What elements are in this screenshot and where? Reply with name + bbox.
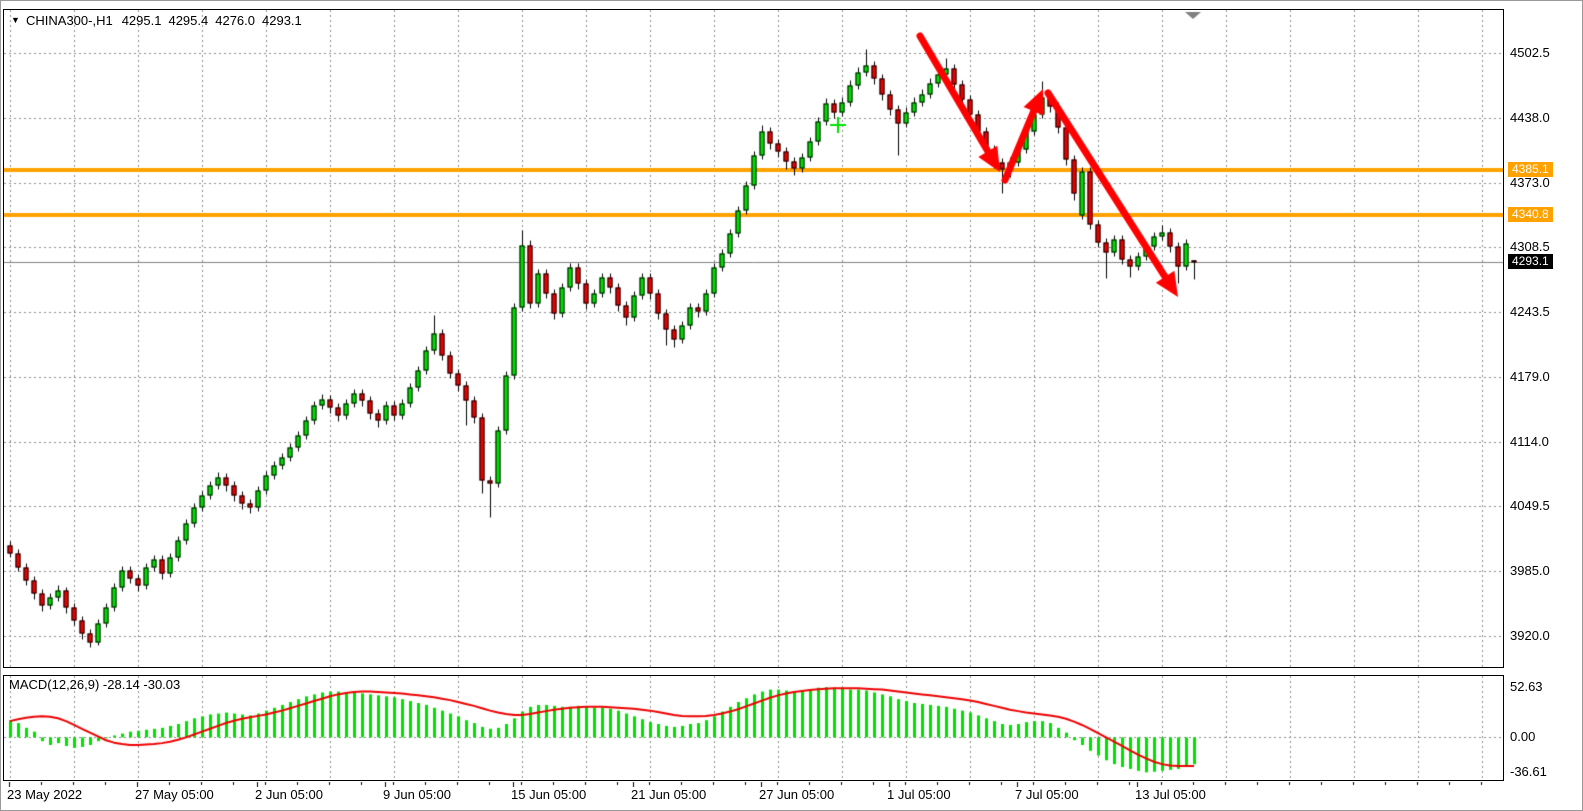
price-tick-label: 4373.0 [1510, 175, 1550, 190]
time-axis-ticks [3, 782, 1502, 787]
last-price-tag: 4293.1 [1508, 254, 1553, 269]
time-tick-label: 7 Jul 05:00 [1015, 787, 1079, 802]
price-tick-label: 4308.5 [1510, 239, 1550, 254]
macd-tick-label: 0.00 [1510, 729, 1536, 744]
time-axis[interactable]: 23 May 2022 27 May 05:00 2 Jun 05:00 9 Jun … [3, 782, 1504, 808]
main-chart-panel: ▼ CHINA300-,H1 4295.1 4295.4 4276.0 4293.1 [3, 9, 1504, 668]
macd-indicator-panel: MACD(12,26,9) -28.14 -30.03 [3, 675, 1504, 781]
close-value: 4293.1 [262, 13, 302, 28]
symbol-dropdown-icon[interactable]: ▼ [11, 15, 20, 25]
price-tick-label: 4243.5 [1510, 304, 1550, 319]
macd-indicator-label: MACD(12,26,9) -28.14 -30.03 [9, 677, 181, 692]
low-value: 4276.0 [215, 13, 255, 28]
time-tick-label: 27 May 05:00 [135, 787, 214, 802]
ohlc-values: 4295.1 4295.4 4276.0 4293.1 [122, 13, 302, 28]
price-tick-label: 3920.0 [1510, 628, 1550, 643]
time-tick-label: 15 Jun 05:00 [511, 787, 587, 802]
time-tick-label: 13 Jul 05:00 [1135, 787, 1206, 802]
price-axis[interactable]: 4502.5 4438.0 4373.0 4308.5 4243.5 4179.0 4114… [1508, 1, 1582, 810]
time-tick-label: 27 Jun 05:00 [759, 787, 835, 802]
price-tick-label: 4114.0 [1510, 434, 1549, 449]
macd-tick-label: 52.63 [1510, 679, 1543, 694]
time-tick-label: 21 Jun 05:00 [631, 787, 707, 802]
time-tick-label: 23 May 2022 [7, 787, 83, 802]
macd-canvas[interactable] [4, 676, 1503, 780]
price-tick-label: 4049.5 [1510, 498, 1550, 513]
price-tick-label: 3985.0 [1510, 563, 1550, 578]
time-tick-label: 9 Jun 05:00 [383, 787, 451, 802]
price-tick-label: 4502.5 [1510, 45, 1550, 60]
time-tick-label: 1 Jul 05:00 [887, 787, 951, 802]
main-chart-canvas[interactable] [4, 10, 1503, 667]
macd-tick-label: -36.61 [1510, 764, 1547, 779]
level-price-tag: 4340.8 [1508, 207, 1553, 222]
open-value: 4295.1 [121, 13, 162, 28]
price-tick-label: 4438.0 [1510, 110, 1550, 125]
time-tick-label: 2 Jun 05:00 [255, 787, 323, 802]
level-price-tag: 4385.1 [1508, 162, 1553, 177]
price-tick-label: 4179.0 [1510, 369, 1550, 384]
high-value: 4295.4 [168, 13, 209, 28]
symbol-period-label: CHINA300-,H1 [26, 13, 113, 28]
chart-header: CHINA300-,H1 4295.1 4295.4 4276.0 4293.1 [26, 13, 302, 28]
